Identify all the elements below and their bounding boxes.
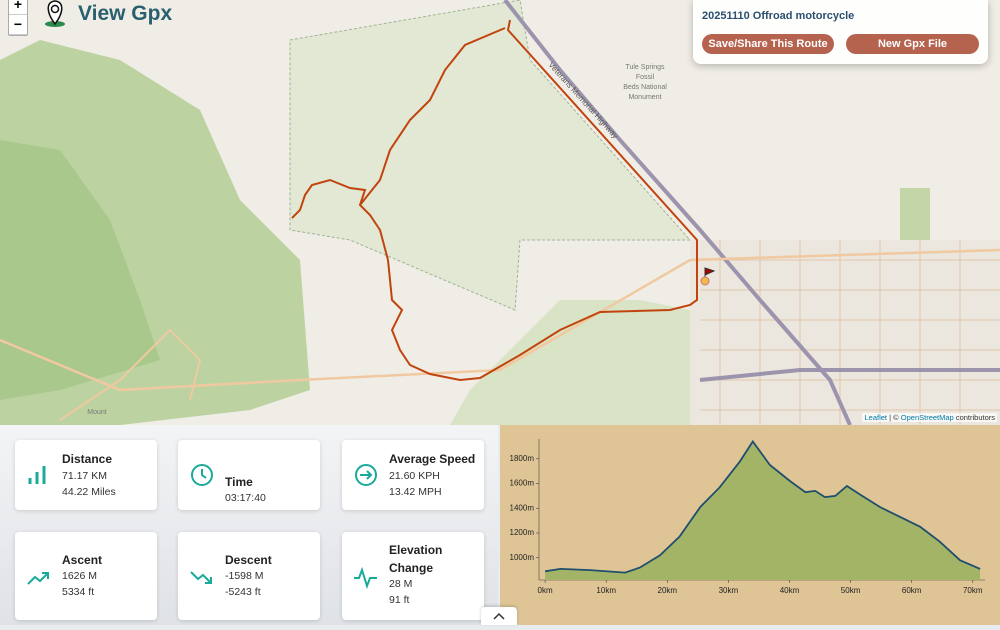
new-file-button[interactable]: New Gpx File — [846, 34, 979, 54]
stat-value: 44.22 Miles — [62, 486, 116, 498]
x-tick-label: 70km — [963, 586, 983, 595]
streets — [700, 240, 1000, 425]
icon — [354, 566, 377, 590]
icon — [27, 572, 49, 585]
zoom-out[interactable]: − — [9, 15, 27, 35]
stat-value: -1598 M — [225, 570, 264, 582]
stat-label: Average Speed — [389, 452, 476, 466]
route-panel: 20251110 Offroad motorcycle Save/Share T… — [693, 0, 988, 64]
attribution-separator: | © — [889, 413, 899, 422]
x-tick-label: 20km — [658, 586, 678, 595]
stat-value: 28 M — [389, 578, 413, 590]
map[interactable]: Veterans Memorial Highway Tule Springs F… — [0, 0, 1000, 425]
stat-card: Descent -1598 M -5243 ft — [178, 532, 320, 620]
x-tick-label: 40km — [780, 586, 800, 595]
stat-value: 1626 M — [62, 570, 98, 582]
elevation-chart: 1000m 1200m 1400m 1600m 1800m 0km 10km 20km 30km… — [500, 425, 1000, 625]
zoom-in[interactable]: + — [9, 0, 27, 15]
x-tick-label: 30km — [719, 586, 739, 595]
route-name: 20251110 Offroad motorcycle — [702, 10, 855, 22]
y-tick-label: 1200m — [510, 528, 535, 537]
stat-value: 91 ft — [389, 594, 410, 606]
collapse-button[interactable] — [481, 607, 517, 625]
stat-value: 71.17 KM — [62, 470, 107, 482]
green-area — [450, 300, 690, 425]
icon — [493, 612, 505, 620]
icon — [355, 464, 377, 486]
map-label: Fossil — [636, 74, 655, 81]
map-label: Mount — [87, 409, 107, 416]
stat-card: Elevation Change 28 M 91 ft — [342, 532, 484, 620]
x-tick-label: 0km — [538, 586, 553, 595]
road — [0, 248, 1000, 392]
stat-label: Ascent — [62, 553, 103, 567]
map-label: Tule Springs — [625, 64, 665, 71]
park — [900, 188, 930, 240]
highway — [699, 368, 1000, 382]
finish-flag — [704, 267, 716, 282]
elevation-area — [545, 441, 981, 580]
stat-card: Average Speed 21.60 KPH 13.42 MPH — [342, 440, 484, 510]
forest-area — [0, 140, 160, 400]
icon — [190, 571, 212, 584]
logo — [45, 0, 65, 27]
zoom-control: + − — [8, 0, 28, 36]
city — [690, 240, 1000, 425]
icon — [191, 464, 213, 486]
y-tick-label: 1400m — [510, 503, 535, 512]
osm-link[interactable]: OpenStreetMap — [900, 413, 954, 422]
stat-card: Time 03:17:40 — [178, 440, 320, 510]
y-tick-label: 1600m — [510, 479, 535, 488]
attribution-text: contributors — [955, 413, 995, 422]
stat-value: 03:17:40 — [225, 492, 266, 504]
x-tick-label: 60km — [902, 586, 922, 595]
stats-panel: Distance 71.17 KM 44.22 Miles Time 03:17… — [0, 425, 498, 625]
stat-value: 13.42 MPH — [389, 486, 442, 498]
icon — [28, 466, 46, 484]
road — [59, 328, 202, 421]
route-track — [291, 19, 698, 382]
map-label: Beds National — [623, 84, 667, 91]
x-tick-label: 50km — [841, 586, 861, 595]
stat-value: 21.60 KPH — [389, 470, 440, 482]
stat-label: Time — [225, 475, 253, 489]
stat-card: Ascent 1626 M 5334 ft — [15, 532, 157, 620]
y-tick-label: 1000m — [510, 553, 535, 562]
leaflet-link[interactable]: Leaflet — [864, 413, 888, 422]
highway — [503, 0, 852, 425]
stat-label: Descent — [225, 553, 272, 567]
map-label: Monument — [628, 94, 661, 101]
stat-value: 5334 ft — [62, 586, 95, 598]
start-marker — [700, 276, 710, 286]
elevation-line — [544, 439, 981, 574]
reserve-area — [289, 0, 692, 311]
stat-card: Distance 71.17 KM 44.22 Miles — [15, 440, 157, 510]
stat-label: Elevation Change — [389, 543, 443, 575]
save-button[interactable]: Save/Share This Route — [702, 34, 834, 54]
y-tick-label: 1800m — [510, 454, 535, 463]
x-tick-label: 10km — [596, 586, 616, 595]
attribution: Leaflet | © OpenStreetMap contributors — [862, 413, 997, 422]
app-title: View Gpx — [78, 2, 173, 25]
stat-label: Distance — [62, 452, 113, 466]
stat-value: -5243 ft — [225, 586, 261, 598]
